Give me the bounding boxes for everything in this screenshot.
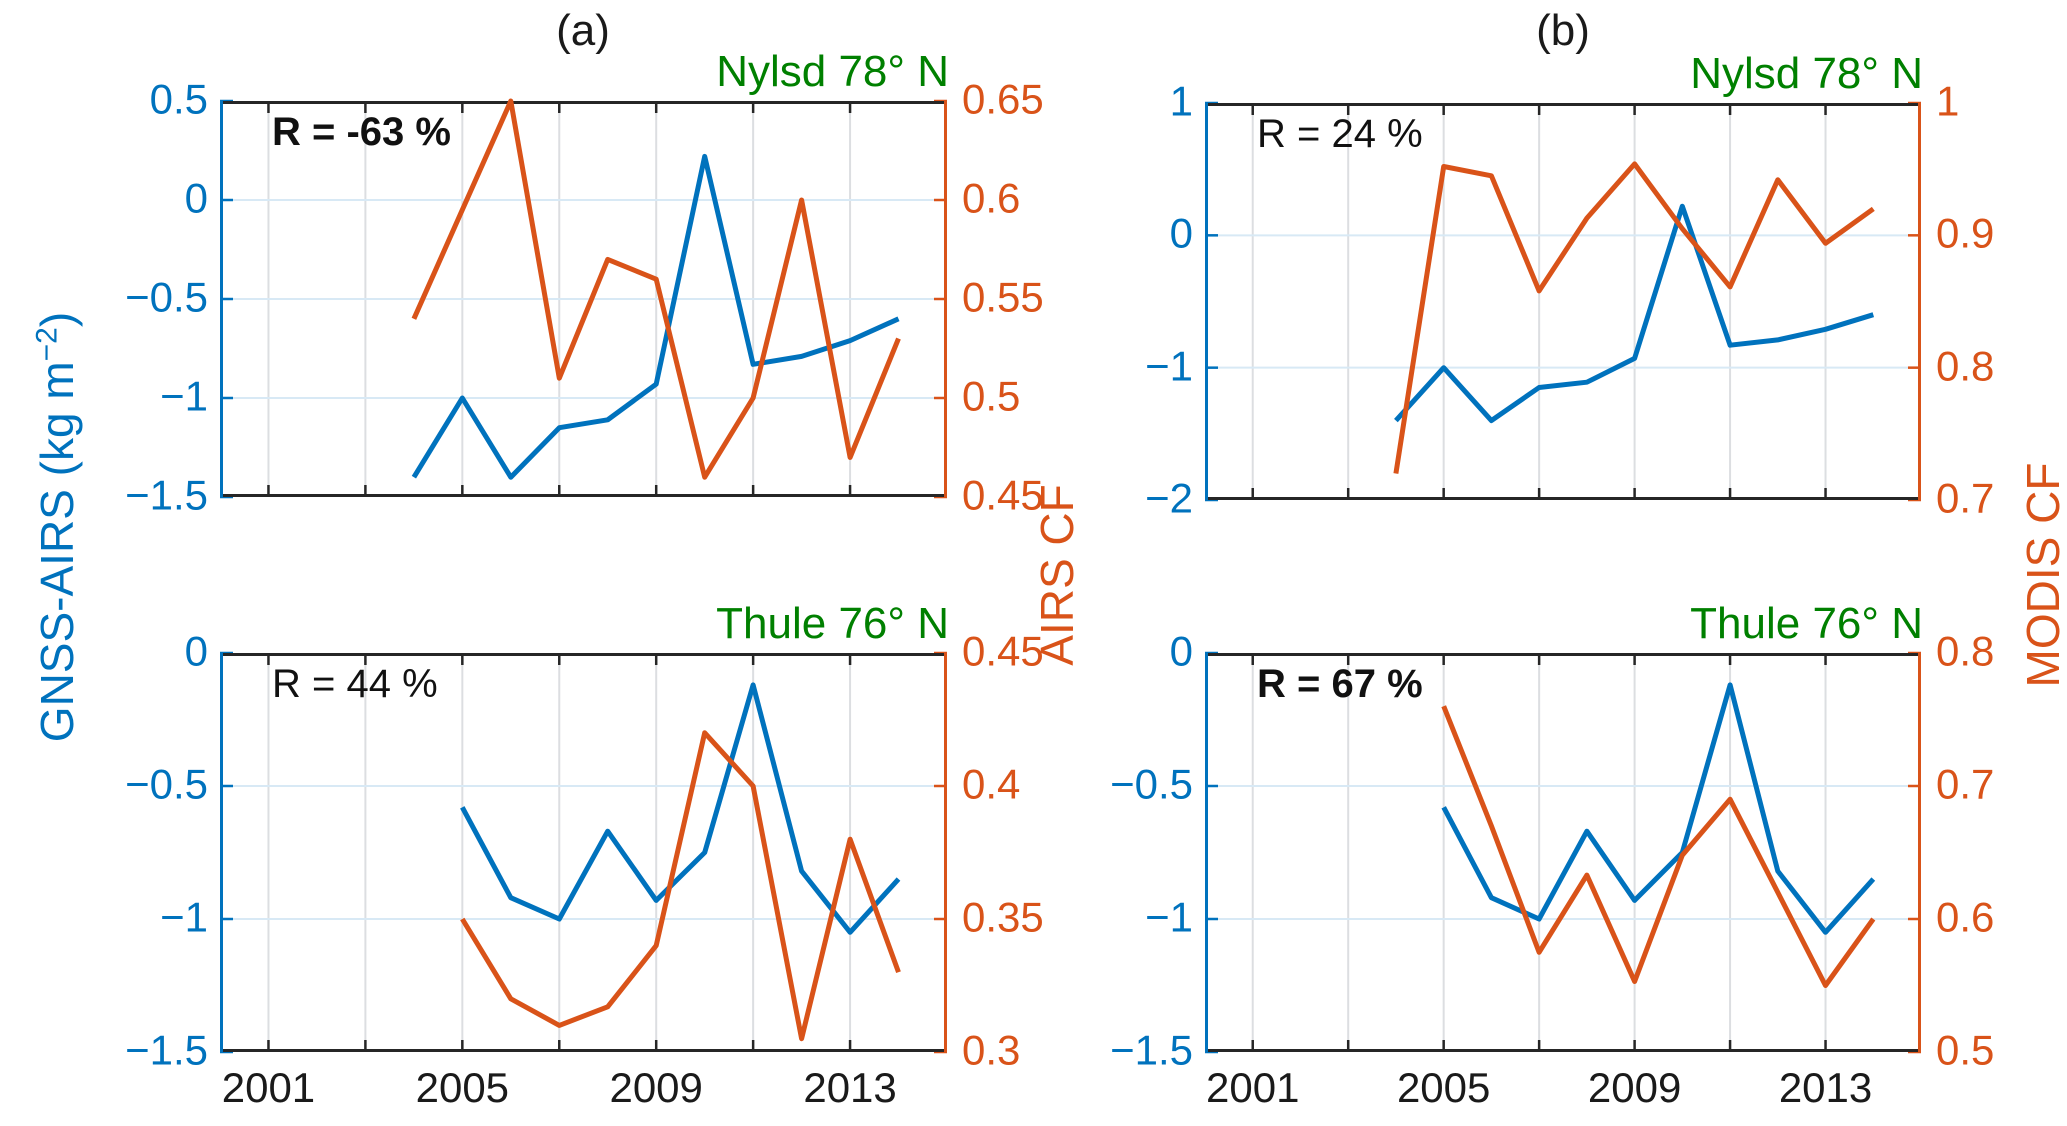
series-line-gnss-airs	[1394, 203, 1875, 424]
left-tick-label: 0	[184, 174, 208, 222]
series-line-airs-cf	[460, 730, 901, 1042]
right-tick-label: 0.4	[962, 760, 1021, 808]
left-tick-label: −1	[160, 893, 208, 941]
y-axis-label-gnss-airs: GNSS-AIRS (kg m−2)	[30, 312, 84, 742]
ylabel-left-text: GNSS-AIRS (kg m	[31, 361, 83, 743]
x-tick-label: 2009	[1587, 1064, 1682, 1111]
x-tick-label: 2005	[1396, 1064, 1491, 1111]
ylabel-left-superscript: −2	[30, 327, 64, 362]
x-tick-label: 2001	[221, 1064, 316, 1111]
y-axis-label-modis-cf: MODIS CF	[2017, 462, 2067, 688]
left-tick-label: −0.5	[125, 273, 208, 321]
right-tick-label: 0.35	[962, 893, 1044, 941]
series-line-modis-cf	[1441, 705, 1876, 988]
left-tick-label: −0.5	[1110, 760, 1193, 808]
series-line-airs-cf	[411, 98, 901, 480]
left-tick-label: 0	[1169, 209, 1193, 257]
left-tick-label: 0	[184, 627, 208, 675]
left-tick-label: −1.5	[125, 1026, 208, 1074]
left-tick-label: −1	[1145, 893, 1193, 941]
plot-area-b_nylsd	[1205, 101, 1921, 502]
left-tick-label: −2	[1145, 474, 1193, 522]
right-tick-label: 0.7	[1936, 760, 1995, 808]
right-tick-label: 0.7	[1936, 474, 1995, 522]
right-tick-label: 0.3	[962, 1026, 1021, 1074]
x-tick-label: 2013	[1778, 1064, 1873, 1111]
right-tick-label: 0.65	[962, 75, 1044, 123]
site-title-a_thule: Thule 76° N	[716, 599, 949, 648]
x-tick-label: 2001	[1206, 1064, 1300, 1111]
left-tick-label: 0	[1169, 627, 1193, 675]
right-tick-label: 0.6	[962, 174, 1021, 222]
right-tick-label: 0.45	[962, 471, 1044, 519]
left-tick-label: 0.5	[149, 75, 208, 123]
column-title-a: (a)	[556, 6, 610, 55]
x-tick-label: 2005	[415, 1064, 510, 1111]
correlation-label-b_nylsd: R = 24 %	[1257, 112, 1423, 156]
right-tick-label: 0.55	[962, 273, 1044, 321]
ylabel-left-close: )	[31, 311, 83, 328]
site-title-b_nylsd: Nylsd 78° N	[1690, 49, 1923, 98]
left-tick-label: −1.5	[125, 471, 208, 519]
site-title-b_thule: Thule 76° N	[1690, 599, 1923, 648]
site-title-a_nylsd: Nylsd 78° N	[716, 47, 949, 96]
chart-panel-b-thule: Thule 76° N R = 67 % 0 −0.5 −1 −1.5 0.8 0.7 0.6 0…	[1110, 599, 1994, 1109]
chart-panel-b-nylsd: Nylsd 78° N R = 24 % 1 0 −1 −2 1 0.9 0.8 0.7	[1145, 49, 1994, 519]
series-line-gnss-airs	[460, 682, 901, 935]
right-tick-label: 0.8	[1936, 627, 1995, 675]
left-tick-label: −0.5	[125, 760, 208, 808]
series-line-gnss-airs	[1441, 682, 1876, 935]
chart-panel-a-thule: Thule 76° N R = 44 % 0 −0.5 −1 −1.5 0.45 0.4 0.3…	[125, 599, 1044, 1109]
left-tick-label: −1	[160, 372, 208, 420]
left-tick-label: −1	[1145, 341, 1193, 389]
correlation-label-a_nylsd: R = -63 %	[272, 110, 451, 154]
plot-area-a_nylsd	[220, 98, 947, 499]
correlation-label-a_thule: R = 44 %	[272, 662, 438, 706]
right-tick-label: 0.45	[962, 627, 1044, 675]
right-tick-label: 0.5	[1936, 1026, 1995, 1074]
chart-panel-a-nylsd: Nylsd 78° N R = -63 % 0.5 0 −0.5 −1 −1.5 0.65 0.…	[125, 47, 1044, 516]
column-title-b: (b)	[1536, 6, 1590, 55]
correlation-label-b_thule: R = 67 %	[1257, 662, 1423, 706]
plot-area-a_thule	[220, 651, 947, 1054]
plot-area-b_thule	[1205, 651, 1921, 1054]
right-tick-label: 0.9	[1936, 209, 1995, 257]
left-tick-label: 1	[1169, 77, 1193, 125]
x-tick-label: 2009	[609, 1064, 703, 1111]
right-tick-label: 1	[1936, 77, 1960, 125]
right-tick-label: 0.8	[1936, 341, 1995, 389]
left-tick-label: −1.5	[1110, 1026, 1193, 1074]
series-line-gnss-airs	[411, 153, 900, 480]
right-tick-label: 0.5	[962, 372, 1021, 420]
series-line-modis-cf	[1393, 161, 1875, 474]
x-tick-label: 2013	[803, 1064, 897, 1111]
right-tick-label: 0.6	[1936, 893, 1995, 941]
